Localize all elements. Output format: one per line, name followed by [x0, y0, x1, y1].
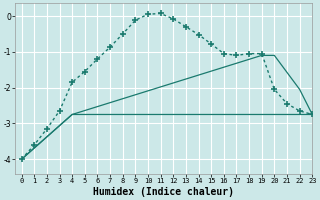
X-axis label: Humidex (Indice chaleur): Humidex (Indice chaleur)	[93, 186, 234, 197]
